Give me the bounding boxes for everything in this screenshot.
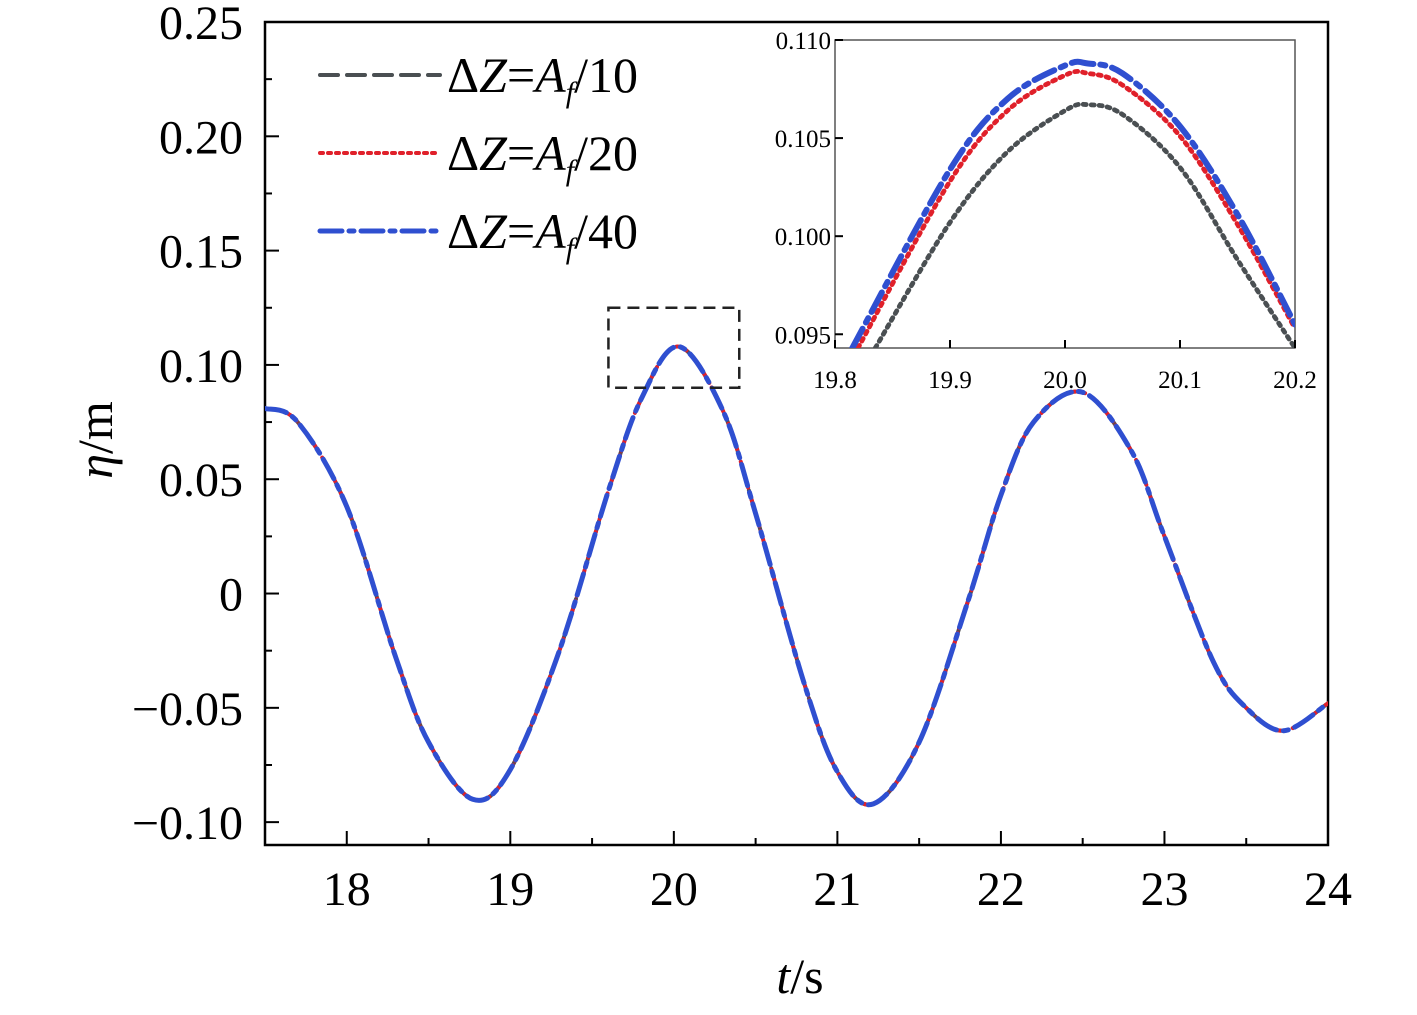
main-x-tick-label: 24 bbox=[1304, 863, 1352, 916]
inset-y-tick-label: 0.100 bbox=[775, 224, 831, 251]
inset-series-group bbox=[849, 58, 1295, 348]
inset-y-tick-label: 0.110 bbox=[776, 28, 831, 55]
legend-label-3: ΔZ=Af/40 bbox=[447, 203, 638, 265]
main-y-tick-label: 0.25 bbox=[159, 0, 243, 50]
inset-x-tick-label: 19.8 bbox=[813, 367, 857, 394]
main-y-tick-label: 0.20 bbox=[159, 111, 243, 164]
main-x-tick-label: 18 bbox=[323, 863, 371, 916]
main-y-tick-label: 0.10 bbox=[159, 340, 243, 393]
inset-y-tick-label: 0.105 bbox=[775, 126, 831, 153]
inset-axis-ticks: 19.8 19.9 20.0 20.1 20.2 0.095 0.100 0.105 0.110 bbox=[775, 28, 1317, 394]
main-y-tick-label: 0 bbox=[219, 569, 243, 622]
main-y-tick-label: 0.15 bbox=[159, 226, 243, 279]
inset-x-tick-label: 20.1 bbox=[1158, 367, 1202, 394]
main-x-tick-label: 19 bbox=[486, 863, 534, 916]
main-y-tick-label: −0.10 bbox=[132, 797, 243, 850]
inset-series-line-3 bbox=[849, 58, 1295, 348]
legend-label-2: ΔZ=Af/20 bbox=[447, 125, 638, 187]
main-x-tick-label: 22 bbox=[977, 863, 1025, 916]
inset-x-tick-label: 20.0 bbox=[1043, 367, 1087, 394]
main-series-line-3 bbox=[265, 344, 1328, 808]
zoom-region-box bbox=[607, 306, 741, 390]
main-series-group bbox=[265, 344, 1328, 808]
inset-series-line-2 bbox=[855, 68, 1295, 348]
x-axis-label: t/s bbox=[776, 948, 823, 1004]
inset-y-tick-label: 0.095 bbox=[775, 322, 831, 349]
main-y-tick-label: −0.05 bbox=[132, 683, 243, 736]
main-x-tick-label: 21 bbox=[813, 863, 861, 916]
main-x-tick-label: 20 bbox=[650, 863, 698, 916]
main-y-tick-label: 0.05 bbox=[159, 454, 243, 507]
y-axis-label: η/m bbox=[67, 401, 123, 479]
inset-series-line-1 bbox=[872, 101, 1295, 348]
main-x-tick-label: 23 bbox=[1140, 863, 1188, 916]
inset-x-tick-label: 19.9 bbox=[928, 367, 972, 394]
inset-x-tick-label: 20.2 bbox=[1273, 367, 1317, 394]
legend-label-1: ΔZ=Af/10 bbox=[447, 47, 638, 109]
main-axis-ticks: 18 19 20 21 22 23 24 0.25 0.20 0.15 0.10 0.05 0 −0.05… bbox=[132, 0, 1352, 916]
legend: ΔZ=Af/10 ΔZ=Af/20 ΔZ=Af/40 bbox=[317, 47, 638, 265]
